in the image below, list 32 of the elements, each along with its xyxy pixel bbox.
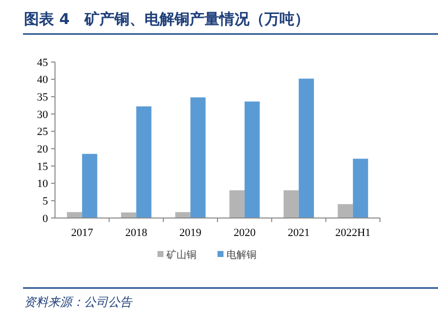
text: 资料来源：公司公告 <box>24 295 133 309</box>
y-tick-label: 20 <box>37 144 48 156</box>
bar <box>284 190 299 218</box>
bar <box>352 158 368 218</box>
bar <box>229 190 245 218</box>
bar <box>175 212 190 218</box>
bar <box>121 212 136 218</box>
x-tick-label: 2020 <box>234 227 256 239</box>
y-tick-label: 5 <box>42 196 48 208</box>
chart-title: 图表 4 矿产铜、电解铜产量情况（万吨） <box>24 10 310 28</box>
y-tick-label: 15 <box>37 160 48 173</box>
bar <box>66 212 82 218</box>
y-tick-label: 45 <box>37 56 48 69</box>
bar <box>244 102 260 218</box>
legend-label: 电解铜 <box>226 249 256 261</box>
bar <box>136 106 152 218</box>
legend-label: 矿山铜 <box>166 249 196 261</box>
x-tick-label: 2022H1 <box>335 227 371 239</box>
bar <box>338 204 353 218</box>
x-tick-label: 2019 <box>179 227 202 239</box>
bar <box>82 154 98 218</box>
y-tick-label: 40 <box>37 74 48 86</box>
y-tick-label: 10 <box>37 178 48 190</box>
y-tick-label: 0 <box>42 212 48 225</box>
x-tick-label: 2021 <box>288 227 310 239</box>
bar <box>298 78 314 218</box>
y-tick-label: 35 <box>37 92 48 104</box>
y-tick-label: 25 <box>37 126 48 138</box>
x-tick-label: 2017 <box>71 227 94 239</box>
y-tick-label: 30 <box>37 108 48 121</box>
bar <box>190 97 206 218</box>
x-tick-label: 2018 <box>125 227 148 239</box>
